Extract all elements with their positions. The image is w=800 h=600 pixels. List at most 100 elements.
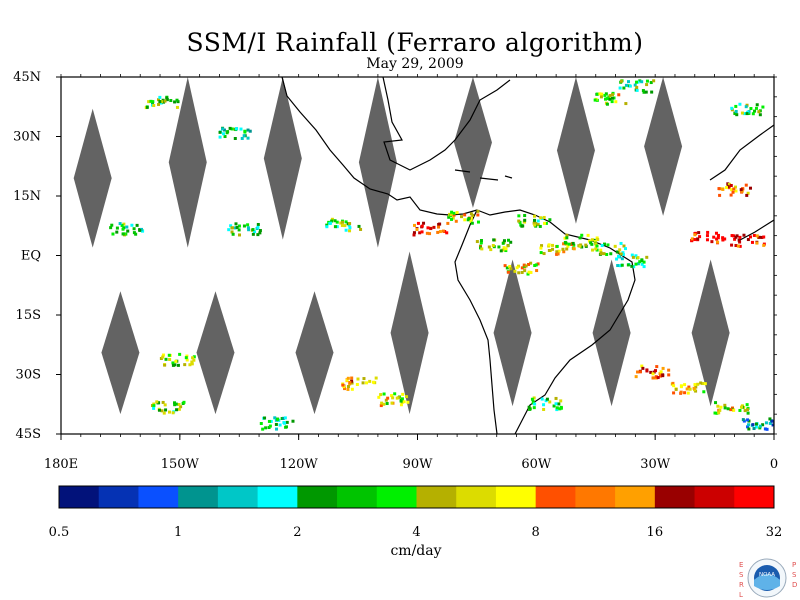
colorbar-tick-label: 8 — [532, 525, 540, 540]
rain-pixel — [548, 400, 552, 404]
rain-pixel — [177, 403, 181, 407]
chart-subtitle: May 29, 2009 — [366, 56, 464, 72]
rain-pixel — [341, 220, 345, 224]
rain-pixel — [476, 209, 480, 213]
rain-pixel — [533, 264, 537, 268]
rain-pixel — [405, 395, 409, 399]
colorbar-swatch-9 — [416, 486, 457, 508]
rain-cluster-3 — [227, 222, 262, 237]
rain-pixel — [256, 225, 260, 229]
rain-pixel — [344, 220, 348, 224]
north-america-coast — [281, 77, 478, 216]
rain-pixel — [671, 381, 675, 385]
rain-pixel — [605, 102, 609, 106]
missing-data-swath-2 — [263, 77, 302, 240]
rain-pixel — [733, 237, 737, 241]
rain-pixel — [234, 127, 238, 131]
logo-letter-d: D — [792, 581, 797, 589]
rain-pixel — [158, 95, 162, 99]
rain-pixel — [161, 98, 165, 102]
rain-pixel — [614, 100, 618, 104]
rain-pixel — [185, 358, 189, 362]
rain-pixel — [230, 127, 234, 131]
rain-pixel — [714, 401, 718, 405]
rain-pixel — [558, 407, 562, 411]
rain-pixel — [624, 83, 628, 87]
rain-pixel — [469, 219, 473, 223]
rain-pixel — [696, 237, 700, 241]
rain-pixel — [747, 423, 751, 427]
rain-pixel — [432, 225, 436, 229]
rain-pixel — [395, 396, 399, 400]
rain-pixel — [471, 213, 475, 217]
rain-pixel — [608, 97, 612, 101]
rain-pixel — [734, 185, 738, 189]
rain-pixel — [341, 383, 345, 387]
rain-pixel — [508, 264, 512, 268]
rain-pixel — [757, 110, 761, 114]
rain-pixel — [258, 229, 262, 233]
rain-pixel — [273, 416, 277, 420]
rain-pixel — [729, 408, 733, 412]
rain-pixel — [284, 425, 288, 429]
rain-pixel — [717, 187, 721, 191]
rain-pixel — [726, 407, 730, 411]
rain-pixel — [130, 223, 134, 227]
rain-pixel — [152, 402, 156, 406]
rain-pixel — [659, 370, 663, 374]
rain-pixel — [738, 235, 742, 239]
rain-pixel — [168, 410, 172, 414]
rain-pixel — [692, 386, 696, 390]
rain-pixel — [258, 231, 262, 235]
rain-pixel — [705, 234, 709, 238]
rain-pixel — [151, 100, 155, 104]
rain-pixel — [655, 365, 659, 369]
rain-pixel — [335, 225, 339, 229]
rain-pixel — [764, 421, 768, 425]
rain-pixel — [343, 224, 347, 228]
rain-cluster-14 — [730, 233, 766, 248]
rain-pixel — [390, 401, 394, 405]
rain-pixel — [513, 269, 517, 273]
rain-pixel — [630, 264, 634, 268]
rain-pixel — [412, 231, 416, 235]
rain-pixel — [528, 407, 532, 411]
rain-pixel — [256, 222, 260, 226]
rain-pixel — [690, 237, 694, 241]
rain-pixel — [506, 244, 510, 248]
rain-pixel — [534, 263, 538, 267]
rain-pixel — [393, 392, 397, 396]
rain-pixel — [176, 363, 180, 367]
rain-pixel — [567, 242, 571, 246]
rain-pixel — [578, 244, 582, 248]
rain-pixel — [190, 360, 194, 364]
rain-pixel — [221, 127, 225, 131]
rain-pixel — [455, 211, 459, 215]
rain-pixel — [329, 221, 333, 225]
rain-pixel — [145, 105, 149, 109]
rain-pixel — [345, 378, 349, 382]
rain-cluster-10 — [563, 233, 600, 249]
rain-pixel — [504, 247, 508, 251]
rain-pixel — [527, 405, 531, 409]
rain-pixel — [746, 191, 750, 195]
rain-pixel — [276, 417, 280, 421]
colorbar-swatch-11 — [495, 486, 537, 508]
rain-pixel — [762, 235, 766, 239]
rain-pixel — [554, 402, 558, 406]
rain-pixel — [111, 232, 115, 236]
rain-pixel — [536, 223, 540, 227]
rain-pixel — [723, 406, 727, 410]
rain-pixel — [697, 231, 701, 235]
rain-pixel — [425, 231, 429, 235]
rain-pixel — [638, 79, 642, 83]
rain-pixel — [340, 223, 344, 227]
rain-pixel — [551, 243, 555, 247]
rain-pixel — [283, 421, 287, 425]
rain-pixel — [278, 423, 282, 427]
rain-pixel — [599, 95, 603, 99]
rain-pixel — [191, 356, 195, 360]
rain-pixel — [509, 240, 513, 244]
rain-pixel — [175, 105, 179, 109]
rain-cluster-19 — [159, 352, 196, 367]
